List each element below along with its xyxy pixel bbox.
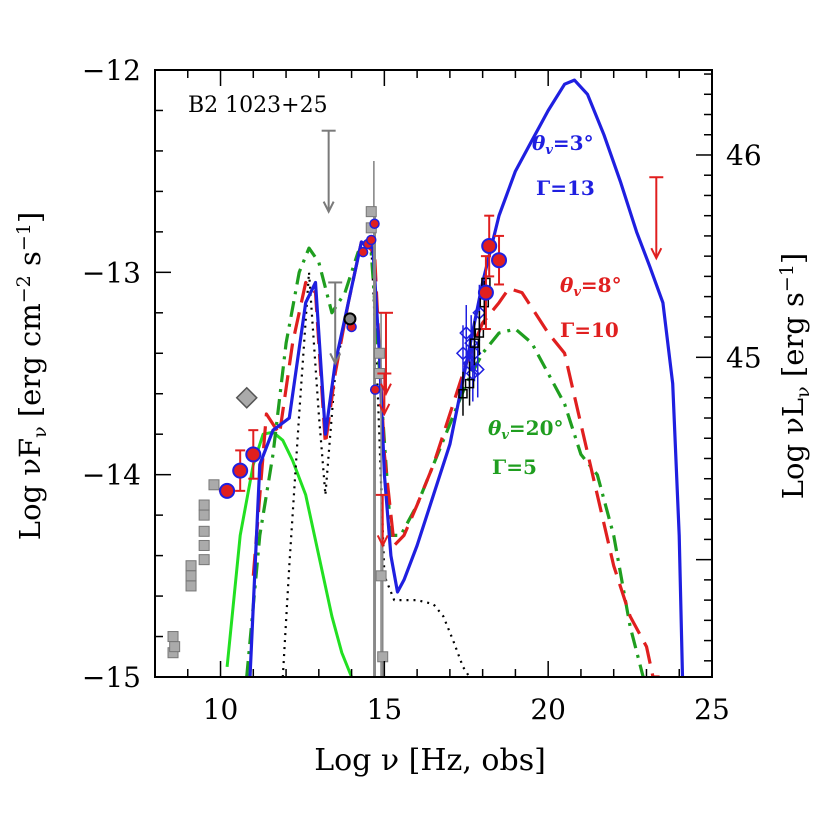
y-tick-label: −13 xyxy=(82,256,141,289)
red-data-point xyxy=(369,218,380,230)
gray-square xyxy=(377,651,389,663)
red-data-point xyxy=(369,384,381,395)
annot-gamma-green: Γ=5 xyxy=(492,455,537,479)
gray-square xyxy=(169,641,181,653)
y-axis-label: Log νFν [erg cm−2 s−1] xyxy=(13,212,51,540)
gray-square xyxy=(185,570,197,582)
annot-gamma-blue: Γ=13 xyxy=(536,176,595,200)
gray-square xyxy=(198,554,210,566)
y-tick-label: −14 xyxy=(82,459,141,492)
y-right-axis-label: Log νLν [erg s−1] xyxy=(776,253,814,500)
xray-diamond xyxy=(470,362,485,377)
black-data-point xyxy=(343,312,357,326)
model-curves xyxy=(225,78,685,677)
gray-square xyxy=(185,560,197,572)
x-axis-label: Log ν [Hz, obs] xyxy=(314,743,546,778)
y-right-tick-label: 45 xyxy=(726,341,762,374)
y-tick-label: −15 xyxy=(82,661,141,694)
x-tick-label: 15 xyxy=(367,693,403,726)
gray-square xyxy=(167,631,179,643)
annot-theta-blue: θv=3° xyxy=(532,131,594,158)
red-data-point xyxy=(477,284,494,301)
xray-black-square xyxy=(474,328,485,338)
gray-square xyxy=(373,347,385,359)
red-data-point xyxy=(232,462,249,479)
data-points xyxy=(167,129,664,677)
upper-limit-arrow xyxy=(376,535,389,548)
red-data-point xyxy=(491,252,508,269)
upper-limit-arrow xyxy=(380,383,392,396)
gray-square xyxy=(185,580,197,592)
xray-diamond xyxy=(459,325,474,341)
plot-frame xyxy=(154,69,713,678)
gray-diamond xyxy=(235,386,258,409)
red-data-point xyxy=(365,234,377,246)
gray-square xyxy=(198,499,210,511)
x-tick-label: 10 xyxy=(203,693,239,726)
gray-square xyxy=(365,206,377,218)
curve-solid-blue xyxy=(248,78,685,677)
gray-square xyxy=(198,525,210,537)
red-data-point xyxy=(481,238,498,255)
xray-black-square xyxy=(469,338,480,348)
upper-limit-arrow xyxy=(329,352,342,366)
annot-gamma-red: Γ=10 xyxy=(560,318,619,342)
red-data-point xyxy=(245,446,262,463)
upper-limit-arrow xyxy=(650,247,663,261)
red-data-point xyxy=(219,482,236,499)
curve-dotdash-green xyxy=(245,246,645,677)
gray-square xyxy=(375,570,387,582)
upper-limit-arrow xyxy=(378,403,391,417)
x-tick-label: 20 xyxy=(530,693,566,726)
xray-black-square xyxy=(464,378,475,389)
curve-solid-lightgreen xyxy=(225,430,353,677)
source-name: B2 1023+25 xyxy=(188,93,328,118)
xray-black-square xyxy=(458,388,468,399)
gray-square xyxy=(208,479,220,491)
annot-theta-green: θv=20° xyxy=(488,416,564,443)
red-data-point xyxy=(357,246,369,258)
x-tick-label: 25 xyxy=(694,693,730,726)
upper-limit-arrow xyxy=(322,201,335,214)
annot-theta-red: θv=8° xyxy=(560,273,622,300)
y-tick-label: −12 xyxy=(82,54,141,87)
gray-square xyxy=(198,509,210,521)
gray-square xyxy=(198,539,210,551)
y-right-tick-label: 46 xyxy=(726,139,762,172)
curve-dashed-red xyxy=(251,240,660,677)
